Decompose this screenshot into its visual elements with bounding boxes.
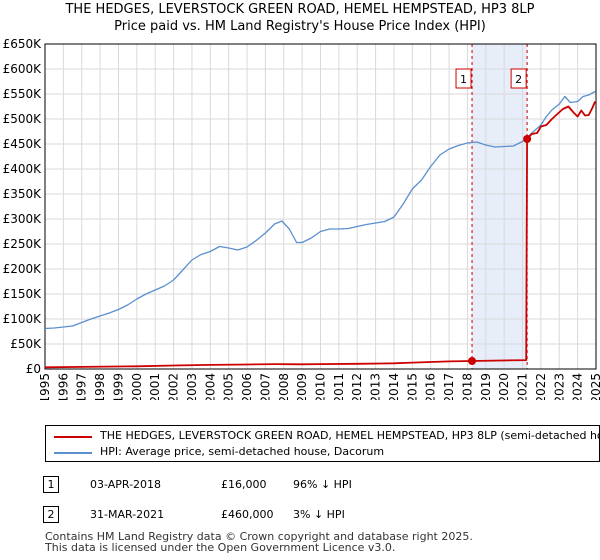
x-tick-label: 1997 xyxy=(75,373,89,400)
sale-price: £460,000 xyxy=(221,508,274,521)
x-tick-label: 2017 xyxy=(442,373,456,400)
chart-subtitle: Price paid vs. HM Land Registry's House … xyxy=(114,19,486,34)
sale-label-number: 1 xyxy=(460,73,467,86)
sale-row: 2 31-MAR-2021 £460,000 3% ↓ HPI xyxy=(0,505,600,525)
sale-number-badge: 2 xyxy=(43,506,59,523)
x-tick-label: 2016 xyxy=(424,373,438,400)
x-tick-label: 2019 xyxy=(479,373,493,400)
x-tick-label: 2000 xyxy=(130,373,144,400)
x-tick-label: 2010 xyxy=(314,373,328,400)
x-tick-label: 2003 xyxy=(185,373,199,400)
property-price-line xyxy=(44,101,596,369)
sale-label-box xyxy=(455,68,472,89)
sale-label-box xyxy=(510,68,527,89)
y-tick-label: £0 xyxy=(26,362,41,376)
x-tick-label: 2014 xyxy=(387,373,401,400)
x-tick-label: 2005 xyxy=(222,373,236,400)
footer-attribution: Contains HM Land Registry data © Crown c… xyxy=(45,531,473,553)
y-tick-label: £650K xyxy=(3,37,43,51)
x-tick-label: 2009 xyxy=(295,373,309,400)
sale-hpi-comparison: 3% ↓ HPI xyxy=(293,508,345,521)
y-tick-label: £100K xyxy=(3,312,43,326)
y-tick-label: £600K xyxy=(3,62,43,76)
sale-date: 03-APR-2018 xyxy=(90,478,162,491)
x-tick-label: 2024 xyxy=(571,373,585,400)
y-tick-label: £150K xyxy=(3,287,43,301)
x-tick-label: 2022 xyxy=(534,373,548,400)
y-tick-label: £250K xyxy=(3,237,43,251)
x-tick-label: 1996 xyxy=(56,373,70,400)
x-tick-label: 2023 xyxy=(552,373,566,400)
sale-number-badge: 1 xyxy=(43,476,59,493)
sale-date: 31-MAR-2021 xyxy=(90,508,165,521)
x-tick-label: 2008 xyxy=(277,373,291,400)
x-tick-label: 1999 xyxy=(111,373,125,400)
x-tick-label: 2004 xyxy=(203,373,217,400)
sale-label-number: 2 xyxy=(515,73,522,86)
y-tick-label: £300K xyxy=(3,212,43,226)
y-tick-label: £550K xyxy=(3,87,43,101)
x-tick-label: 2001 xyxy=(148,373,162,400)
x-tick-label: 2006 xyxy=(240,373,254,400)
price-chart: £0 £50K £100K £150K £200K £250K £300K £350K £400… xyxy=(3,37,600,400)
x-tick-label: 2012 xyxy=(350,373,364,400)
sale-price: £16,000 xyxy=(221,478,267,491)
y-tick-label: £400K xyxy=(3,162,43,176)
x-tick-label: 2013 xyxy=(369,373,383,400)
y-tick-label: £450K xyxy=(3,137,43,151)
y-tick-label: £200K xyxy=(3,262,43,276)
x-tick-label: 1995 xyxy=(38,373,52,400)
chart-title: THE HEDGES, LEVERSTOCK GREEN ROAD, HEMEL… xyxy=(65,2,535,17)
x-tick-label: 2021 xyxy=(516,373,530,400)
footer-line-2: This data is licensed under the Open Gov… xyxy=(45,541,396,554)
x-tick-label: 2018 xyxy=(460,373,474,400)
sale-point xyxy=(468,357,477,365)
sale-point xyxy=(523,135,532,143)
x-tick-label: 1998 xyxy=(93,373,107,400)
legend-blue-swatch xyxy=(54,452,92,454)
sale-row: 1 03-APR-2018 £16,000 96% ↓ HPI xyxy=(0,475,600,495)
legend-property-label: THE HEDGES, LEVERSTOCK GREEN ROAD, HEMEL… xyxy=(100,429,600,442)
x-tick-label: 2015 xyxy=(405,373,419,400)
x-tick-label: 2007 xyxy=(258,373,272,400)
x-tick-label: 2011 xyxy=(332,373,346,400)
legend-hpi-label: HPI: Average price, semi-detached house,… xyxy=(100,445,385,458)
sale-period-band xyxy=(472,44,528,369)
y-tick-label: £350K xyxy=(3,187,43,201)
y-tick-label: £500K xyxy=(3,112,43,126)
chart-legend: THE HEDGES, LEVERSTOCK GREEN ROAD, HEMEL… xyxy=(45,425,600,462)
x-tick-label: 2025 xyxy=(589,373,600,400)
x-tick-label: 2002 xyxy=(167,373,181,400)
y-tick-label: £50K xyxy=(10,337,42,351)
x-tick-label: 2020 xyxy=(497,373,511,400)
footer-line-1: Contains HM Land Registry data © Crown c… xyxy=(45,530,473,543)
sale-hpi-comparison: 96% ↓ HPI xyxy=(293,478,352,491)
legend-red-swatch xyxy=(54,436,92,438)
plot-frame xyxy=(44,43,597,370)
